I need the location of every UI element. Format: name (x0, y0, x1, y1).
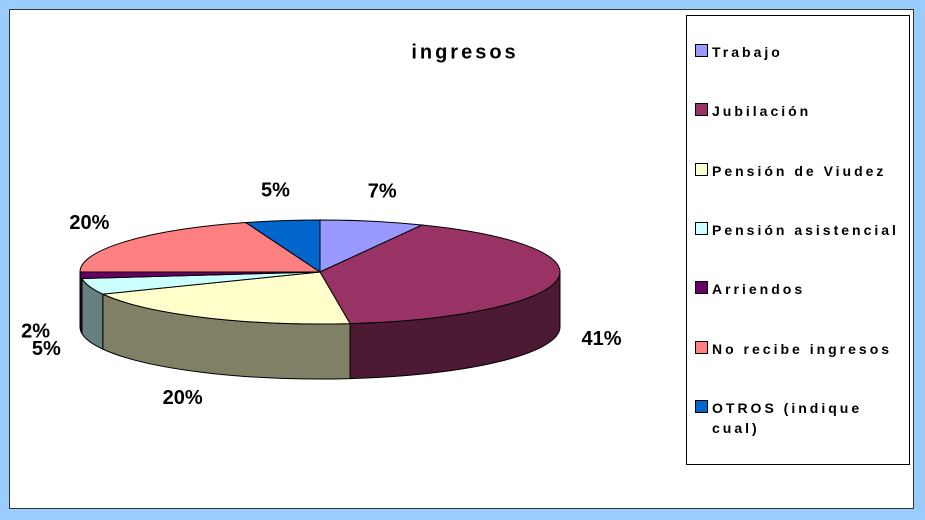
legend-item: Pensión de Viudez (687, 161, 909, 181)
legend-item: OTROS (indique cual) (687, 398, 909, 438)
legend-label: Pensión asistencial (712, 221, 899, 238)
legend-item: Pensión asistencial (687, 220, 909, 240)
legend-label: Pensión de Viudez (712, 162, 887, 179)
legend-item: Arriendos (687, 279, 909, 299)
data-label: 20% (163, 387, 203, 409)
legend-item: No recibe ingresos (687, 339, 909, 359)
slice (319, 224, 561, 325)
slice (79, 222, 322, 273)
slice (244, 219, 321, 273)
data-label: 5% (32, 338, 61, 360)
legend-swatch (695, 340, 708, 354)
chart-title: ingresos (411, 41, 518, 63)
data-label: 20% (69, 212, 109, 234)
legend-swatch (695, 281, 708, 295)
legend: Trabajo Jubilación Pensión de Viudez Pensió… (686, 15, 910, 465)
legend-swatch (695, 221, 708, 235)
legend-label: Jubilación (712, 103, 812, 120)
slice (319, 219, 425, 273)
legend-swatch (695, 103, 708, 117)
legend-label: OTROS (indique cual) (712, 400, 863, 437)
legend-item: Jubilación (687, 101, 909, 121)
data-label: 5% (261, 179, 290, 201)
data-label: 2% (21, 320, 50, 342)
legend-label: No recibe ingresos (712, 340, 893, 357)
data-label: 41% (581, 328, 621, 350)
legend-label: Trabajo (712, 43, 783, 60)
slice (100, 271, 351, 325)
legend-swatch (695, 400, 708, 414)
legend-swatch (695, 162, 708, 176)
data-label: 7% (368, 180, 397, 202)
legend-swatch (695, 43, 708, 57)
legend-item: Trabajo (687, 42, 909, 62)
slice-side (79, 271, 83, 336)
legend-label: Arriendos (712, 281, 806, 298)
